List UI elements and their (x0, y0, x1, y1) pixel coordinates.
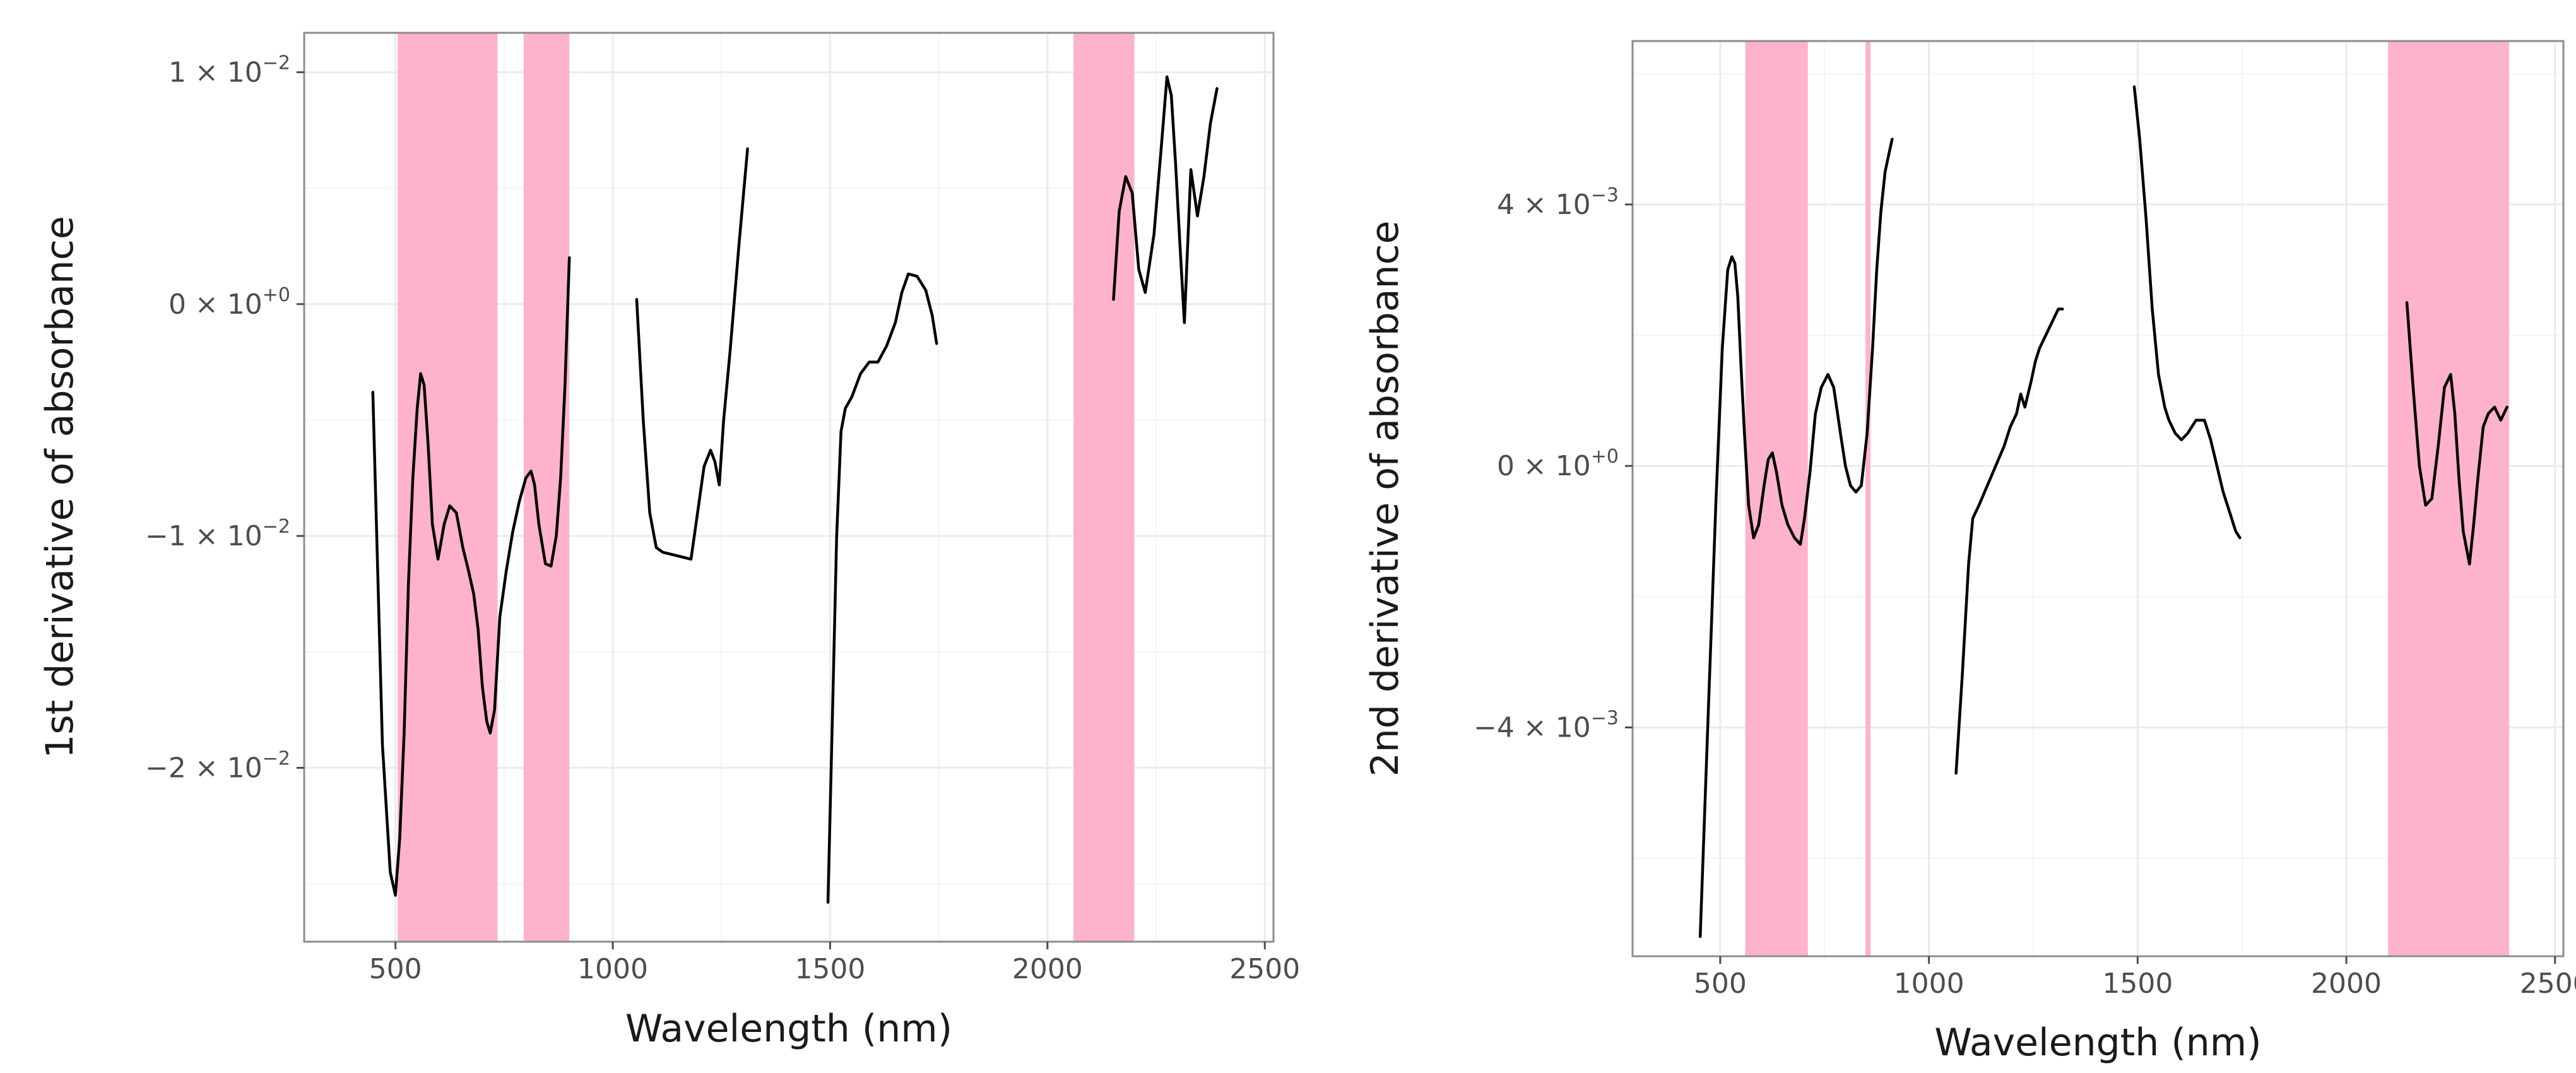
series-line-segment-3 (2132, 85, 2242, 540)
series-line-segment-2 (635, 147, 749, 561)
x-tick-label: 1500 (795, 953, 865, 985)
y-tick-label: −4 × 10−3 (1474, 708, 1619, 744)
x-tick-label: 2500 (2520, 968, 2576, 1000)
series-line-segment-1 (1698, 138, 1894, 939)
chart-panel-second-derivative: 500 1000 1500 2000 2500 4 × 10−3 0 × 10+0 −4 × … (1363, 40, 2576, 1065)
y-axis-title: 1st derivative of absorbance (38, 216, 82, 759)
y-tick-label: −1 × 10−2 (145, 516, 290, 552)
y-axis-title: 2nd derivative of absorbance (1363, 221, 1407, 777)
chart-panel-first-derivative: 500 1000 1500 2000 2500 1 × 10−2 0 × 10+0 −1 × … (38, 32, 1300, 1051)
x-axis-title: Wavelength (nm) (625, 1007, 952, 1051)
highlight-band (523, 33, 570, 942)
series-line-segment-1 (371, 256, 571, 897)
y-tick-label: 1 × 10−2 (168, 52, 290, 88)
series-line-segment-4 (2405, 301, 2508, 566)
x-tick-label: 1000 (1894, 968, 1964, 1000)
y-tick-label: 4 × 10−3 (1497, 184, 1619, 221)
x-tick-label: 500 (369, 953, 422, 985)
plot-border (1631, 40, 2565, 957)
series-line-segment-3 (826, 272, 938, 904)
y-tick-label: 0 × 10+0 (1497, 446, 1619, 482)
x-tick-label: 500 (1694, 968, 1747, 1000)
x-tick-label: 1500 (2102, 968, 2173, 1000)
highlight-band (2388, 41, 2510, 956)
plot-border (303, 32, 1275, 943)
highlight-band (398, 33, 498, 942)
highlight-band (1745, 41, 1808, 956)
x-tick-label: 2000 (2311, 968, 2382, 1000)
x-tick-label: 2000 (1012, 953, 1083, 985)
x-tick-label: 2500 (1229, 953, 1300, 985)
y-tick-label: −2 × 10−2 (145, 747, 290, 784)
y-tick-label: 0 × 10+0 (168, 284, 290, 321)
x-tick-label: 1000 (577, 953, 648, 985)
series-line-segment-4 (1112, 75, 1219, 324)
x-axis-title: Wavelength (nm) (1934, 1021, 2261, 1065)
series-line-segment-2 (1954, 307, 2064, 775)
highlight-band (1073, 33, 1135, 942)
highlight-band (1865, 41, 1871, 956)
